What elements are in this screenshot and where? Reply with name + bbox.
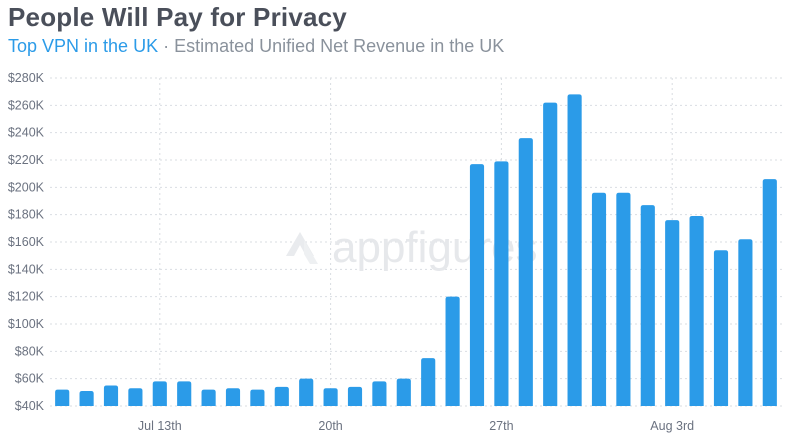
bar[interactable] — [445, 296, 460, 406]
x-tick-label: 27th — [489, 419, 513, 433]
y-tick-label: $260K — [8, 98, 45, 112]
x-tick-label: 20th — [318, 419, 342, 433]
bar[interactable] — [421, 358, 436, 406]
bar[interactable] — [494, 161, 509, 406]
y-tick-label: $140K — [8, 262, 45, 276]
y-tick-label: $220K — [8, 153, 45, 167]
bar[interactable] — [567, 94, 582, 407]
bar[interactable] — [640, 205, 655, 406]
bar[interactable] — [250, 389, 265, 406]
x-axis: Jul 13th 20th 27th Aug 3rd — [138, 419, 694, 433]
bar[interactable] — [152, 381, 167, 406]
bar[interactable] — [128, 388, 143, 406]
y-tick-label: $60K — [15, 372, 45, 386]
bar[interactable] — [469, 164, 485, 406]
y-tick-label: $160K — [8, 235, 45, 249]
bar[interactable] — [177, 381, 192, 406]
y-tick-label: $120K — [8, 290, 45, 304]
y-axis: $40K $60K $80K $100K $120K $140K $160K $180K $20… — [8, 71, 45, 413]
bar[interactable] — [347, 386, 363, 406]
chart-subtitle: Top VPN in the UK · Estimated Unified Ne… — [8, 36, 504, 57]
y-tick-label: $180K — [8, 208, 45, 222]
x-tick-label: Aug 3rd — [650, 419, 694, 433]
bar[interactable] — [518, 138, 533, 406]
subtitle-metric: Estimated Unified Net Revenue in the UK — [174, 36, 505, 56]
bar[interactable] — [543, 102, 558, 406]
bar[interactable] — [591, 192, 607, 406]
bar[interactable] — [274, 386, 289, 406]
bar[interactable] — [713, 250, 729, 406]
bar[interactable] — [225, 388, 241, 406]
y-tick-label: $100K — [8, 317, 45, 331]
bar[interactable] — [372, 381, 387, 406]
bar-series — [55, 94, 777, 407]
chart-title: People Will Pay for Privacy — [8, 2, 347, 32]
chart-grid — [50, 77, 782, 407]
y-tick-label: $80K — [15, 344, 45, 358]
bar[interactable] — [689, 216, 704, 406]
bar[interactable] — [665, 220, 680, 406]
y-tick-label: $280K — [8, 71, 45, 85]
x-tick-label: Jul 13th — [138, 419, 182, 433]
bar[interactable] — [616, 192, 631, 406]
bar[interactable] — [396, 378, 411, 406]
bar[interactable] — [103, 385, 119, 407]
bar[interactable] — [323, 388, 338, 406]
bar[interactable] — [762, 179, 777, 406]
bar[interactable] — [299, 378, 314, 406]
y-tick-label: $200K — [8, 180, 45, 194]
bar[interactable] — [79, 390, 94, 406]
bar[interactable] — [201, 389, 216, 406]
y-tick-label: $40K — [15, 399, 45, 413]
subtitle-app-link[interactable]: Top VPN in the UK — [8, 36, 159, 56]
y-tick-label: $240K — [8, 126, 45, 140]
subtitle-separator: · — [158, 36, 175, 56]
bar[interactable] — [738, 239, 753, 406]
bar[interactable] — [55, 389, 70, 406]
appfigures-logo-icon — [286, 232, 318, 264]
